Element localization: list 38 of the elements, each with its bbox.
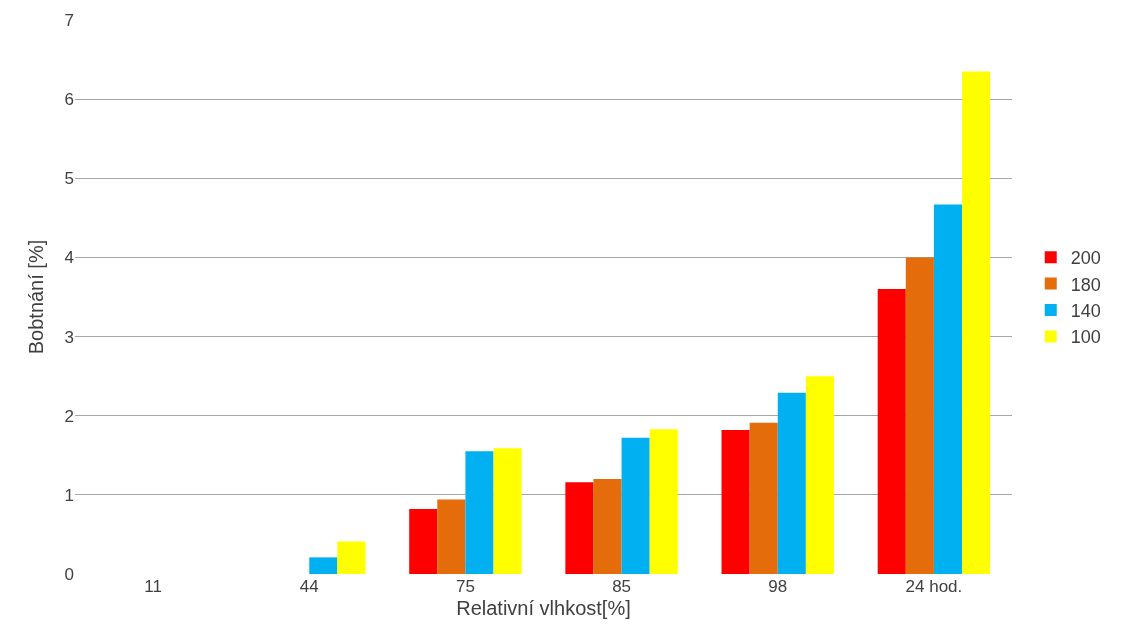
bar (721, 429, 750, 574)
legend-label: 100 (1070, 327, 1101, 348)
y-tick-label: 3 (64, 327, 74, 347)
y-tick-label: 7 (64, 10, 74, 30)
x-tick-label: 11 (144, 577, 162, 596)
bar (962, 71, 991, 574)
bar (777, 392, 806, 574)
bar (337, 541, 366, 574)
y-tick-label: 5 (64, 169, 74, 189)
y-axis-title: Bobtnání [%] (25, 239, 48, 355)
legend-label: 200 (1070, 248, 1101, 269)
y-tick-label: 2 (64, 406, 74, 426)
y-tick-label: 0 (64, 564, 74, 584)
x-tick-label: 75 (455, 577, 475, 596)
bar (437, 499, 466, 574)
x-tick-label: 24 hod. (905, 577, 963, 596)
bar (905, 257, 934, 574)
bar (309, 557, 338, 574)
bar (749, 422, 778, 574)
x-tick-label: 44 (299, 577, 319, 596)
bar (593, 479, 622, 574)
bar (493, 448, 522, 574)
x-tick-label: 98 (768, 577, 788, 596)
x-axis-title: Relativní vlhkost[%] (456, 596, 631, 619)
bar (565, 482, 594, 574)
y-tick-label: 1 (64, 485, 74, 505)
bar (805, 376, 834, 574)
legend-label: 180 (1070, 274, 1101, 295)
bar (465, 451, 494, 574)
bar (649, 429, 678, 574)
y-tick-label: 6 (64, 90, 74, 110)
bar (621, 437, 650, 574)
bar (933, 204, 963, 574)
y-tick-label: 4 (64, 248, 74, 268)
x-tick-label: 85 (612, 577, 632, 596)
bar (409, 509, 438, 574)
bar (877, 289, 906, 574)
legend-label: 140 (1070, 301, 1101, 322)
